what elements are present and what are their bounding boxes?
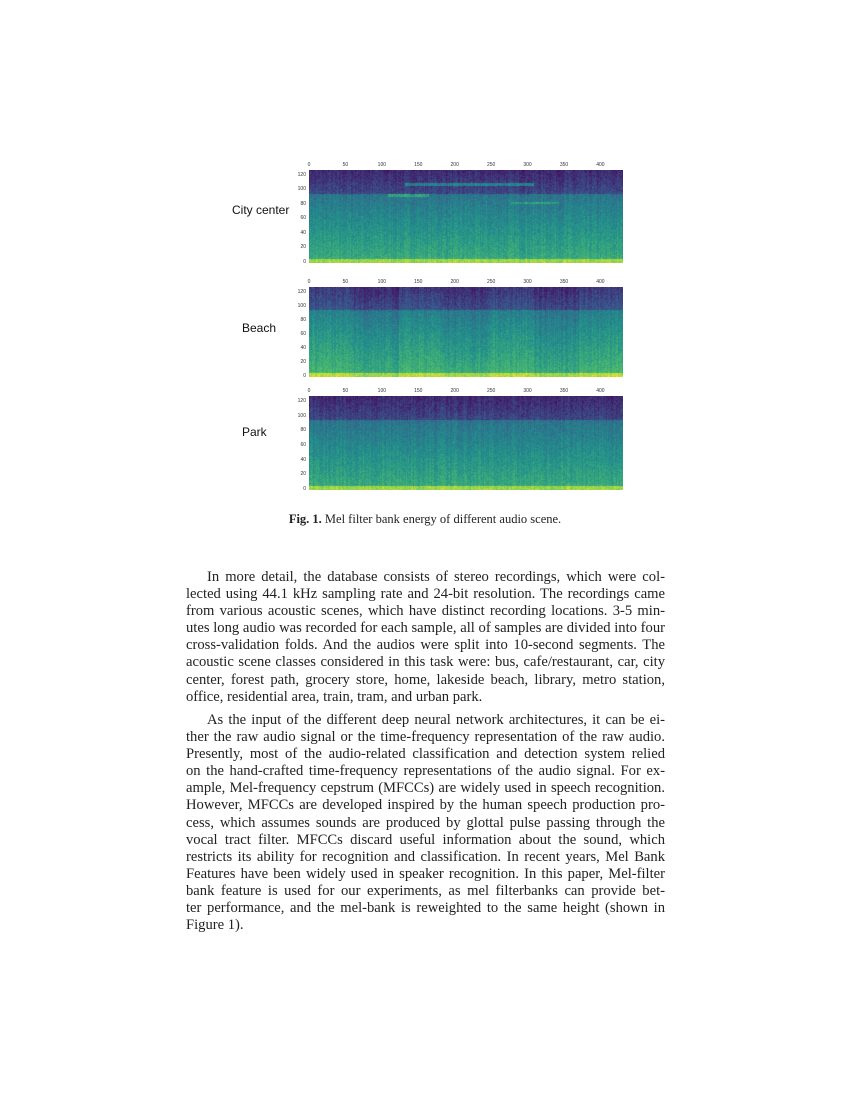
x-tick-label: 250 <box>486 279 496 285</box>
x-tick-label: 100 <box>377 388 387 394</box>
caption-text: Mel filter bank energy of different audi… <box>324 512 562 526</box>
x-tick-label: 50 <box>342 388 349 394</box>
x-tick-label: 400 <box>596 279 605 285</box>
y-tick-label: 40 <box>300 456 306 463</box>
text-line: ther the raw audio signal or the time-fr… <box>186 729 665 746</box>
y-tick-label: 60 <box>300 441 306 448</box>
x-tick-label: 350 <box>559 162 569 168</box>
y-tick-label: 120 <box>297 288 306 295</box>
y-tick-label: 60 <box>300 330 306 337</box>
y-tick-label: 40 <box>300 229 306 236</box>
x-tick-label: 350 <box>559 388 569 394</box>
x-tick-label: 150 <box>414 162 423 168</box>
text-line: lected using 44.1 kHz sampling rate and … <box>186 586 665 603</box>
panel-label: Park <box>242 425 267 439</box>
caption-label: Fig. 1. <box>288 512 322 526</box>
x-tick-label: 200 <box>450 162 459 168</box>
text-line: cross-validation folds. And the audios w… <box>186 637 665 654</box>
x-tick-label: 250 <box>486 162 496 168</box>
spectrogram-image <box>309 287 623 377</box>
x-tick-label: 300 <box>523 388 532 394</box>
y-tick-label: 0 <box>303 373 306 379</box>
text-line: Features have been widely used in speake… <box>186 865 665 882</box>
y-tick-label: 80 <box>300 316 306 323</box>
x-tick-label: 100 <box>377 279 387 285</box>
text-line: acoustic scene classes considered in thi… <box>186 654 665 671</box>
y-tick-label: 80 <box>300 200 306 207</box>
x-tick-label: 150 <box>414 388 423 394</box>
spectrogram-panel-beach: Beach 0 50 100 150 200 250 300 350 400 0 20 40 60 80 1… <box>220 276 640 386</box>
figure-caption: Fig. 1. Mel filter bank energy of differ… <box>0 512 850 527</box>
text-line: office, residential area, train, tram, a… <box>186 688 483 705</box>
x-tick-label: 0 <box>307 162 311 168</box>
text-line: utes long audio was recorded for each sa… <box>186 620 665 637</box>
text-line: center, forest path, grocery store, home… <box>186 671 665 688</box>
spectrogram-panel-city-center: City center 0 50 100 150 200 250 300 350 400 0 20 4… <box>220 160 640 270</box>
text-line: cess, which assumes sounds are produced … <box>186 814 665 831</box>
y-tick-label: 120 <box>297 397 306 404</box>
text-line: ter performance, and the mel-bank is rew… <box>186 900 665 917</box>
panel-label: Beach <box>242 321 277 335</box>
text-line: restricts its ability for recognition an… <box>186 848 665 865</box>
x-tick-label: 0 <box>307 388 311 394</box>
y-tick-label: 20 <box>300 471 306 478</box>
x-tick-label: 250 <box>486 388 496 394</box>
text-line: on the hand-crafted time-frequency repre… <box>186 763 665 780</box>
text-line: bank feature is used for our experiments… <box>186 882 665 899</box>
y-tick-label: 20 <box>300 244 306 251</box>
x-tick-label: 400 <box>596 388 605 394</box>
y-tick-label: 100 <box>297 302 306 309</box>
y-tick-label: 120 <box>297 171 306 178</box>
y-tick-label: 20 <box>300 358 306 365</box>
spectrogram-panel-park: Park 0 50 100 150 200 250 300 350 400 0 20 40 60 80 10… <box>220 386 640 496</box>
y-tick-label: 100 <box>297 186 306 193</box>
x-tick-label: 300 <box>523 279 532 285</box>
text-line: vocal tract filter. MFCCs discard useful… <box>186 831 665 848</box>
y-tick-label: 100 <box>297 412 306 419</box>
x-tick-label: 50 <box>342 279 349 285</box>
y-tick-label: 0 <box>303 486 306 492</box>
text-line: However, MFCCs are developed inspired by… <box>186 797 665 814</box>
spectrogram-image <box>309 396 623 490</box>
x-tick-label: 50 <box>342 162 349 168</box>
y-tick-label: 60 <box>300 215 306 222</box>
x-tick-label: 200 <box>450 388 459 394</box>
y-tick-label: 40 <box>300 344 306 351</box>
x-tick-label: 200 <box>450 279 459 285</box>
panel-label: City center <box>232 203 290 217</box>
text-line: from various acoustic scenes, which have… <box>186 603 665 620</box>
x-tick-label: 0 <box>307 279 311 285</box>
y-tick-label: 80 <box>300 427 306 434</box>
y-tick-label: 0 <box>303 259 306 265</box>
text-line: ample, Mel-frequency cepstrum (MFCCs) ar… <box>186 780 665 797</box>
text-line: As the input of the different deep neura… <box>207 712 665 728</box>
body-paragraph-2: As the input of the different deep neura… <box>186 712 665 934</box>
x-tick-label: 150 <box>414 279 423 285</box>
x-tick-label: 300 <box>523 162 532 168</box>
text-line: Figure 1). <box>186 917 244 934</box>
spectrogram-image <box>309 170 623 263</box>
text-line: Presently, most of the audio-related cla… <box>186 746 665 763</box>
x-tick-label: 100 <box>377 162 387 168</box>
body-paragraph-1: In more detail, the database consists of… <box>186 569 665 706</box>
text-line: In more detail, the database consists of… <box>207 569 665 585</box>
x-tick-label: 350 <box>559 279 569 285</box>
x-tick-label: 400 <box>596 162 605 168</box>
